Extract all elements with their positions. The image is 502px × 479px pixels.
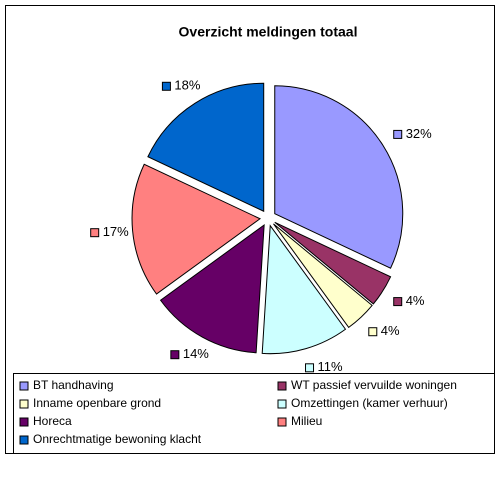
label-marker <box>368 327 378 337</box>
legend-swatch <box>277 399 287 409</box>
data-label: 18% <box>174 78 200 93</box>
legend-label: Omzettingen (kamer verhuur) <box>291 396 448 410</box>
data-label: 32% <box>406 126 432 141</box>
data-label: 4% <box>406 293 425 308</box>
label-marker <box>305 363 315 373</box>
data-label: 4% <box>381 323 400 338</box>
legend-box <box>13 373 495 454</box>
label-marker <box>90 228 100 238</box>
pie-slice <box>131 163 262 295</box>
data-label: 14% <box>183 346 209 361</box>
pie-slice <box>147 82 265 213</box>
pie-slice <box>274 85 404 269</box>
pie-slice <box>273 223 373 329</box>
legend-label: Milieu <box>291 414 322 428</box>
chart-title: Overzicht meldingen totaal <box>179 24 358 40</box>
data-label: 11% <box>318 359 343 374</box>
label-marker <box>170 350 180 360</box>
legend-swatch <box>277 417 287 427</box>
legend-swatch <box>19 435 29 445</box>
label-marker <box>161 81 171 91</box>
pie-slice <box>274 221 392 305</box>
legend-label: Inname openbare grond <box>33 396 161 410</box>
pie-slice <box>261 224 347 355</box>
legend-label: WT passief vervuilde woningen <box>291 378 457 392</box>
pie-slice <box>159 223 265 354</box>
legend-label: BT handhaving <box>33 378 114 392</box>
legend-swatch <box>19 417 29 427</box>
legend-swatch <box>19 381 29 391</box>
data-label: 17% <box>103 224 129 239</box>
legend-swatch <box>19 399 29 409</box>
legend-label: Horeca <box>33 414 72 428</box>
legend-label: Onrechtmatige bewoning klacht <box>33 432 202 446</box>
label-marker <box>393 129 403 139</box>
legend: BT handhaving WT passief vervuilde woning… <box>19 378 457 446</box>
legend-swatch <box>277 381 287 391</box>
label-marker <box>393 297 403 307</box>
